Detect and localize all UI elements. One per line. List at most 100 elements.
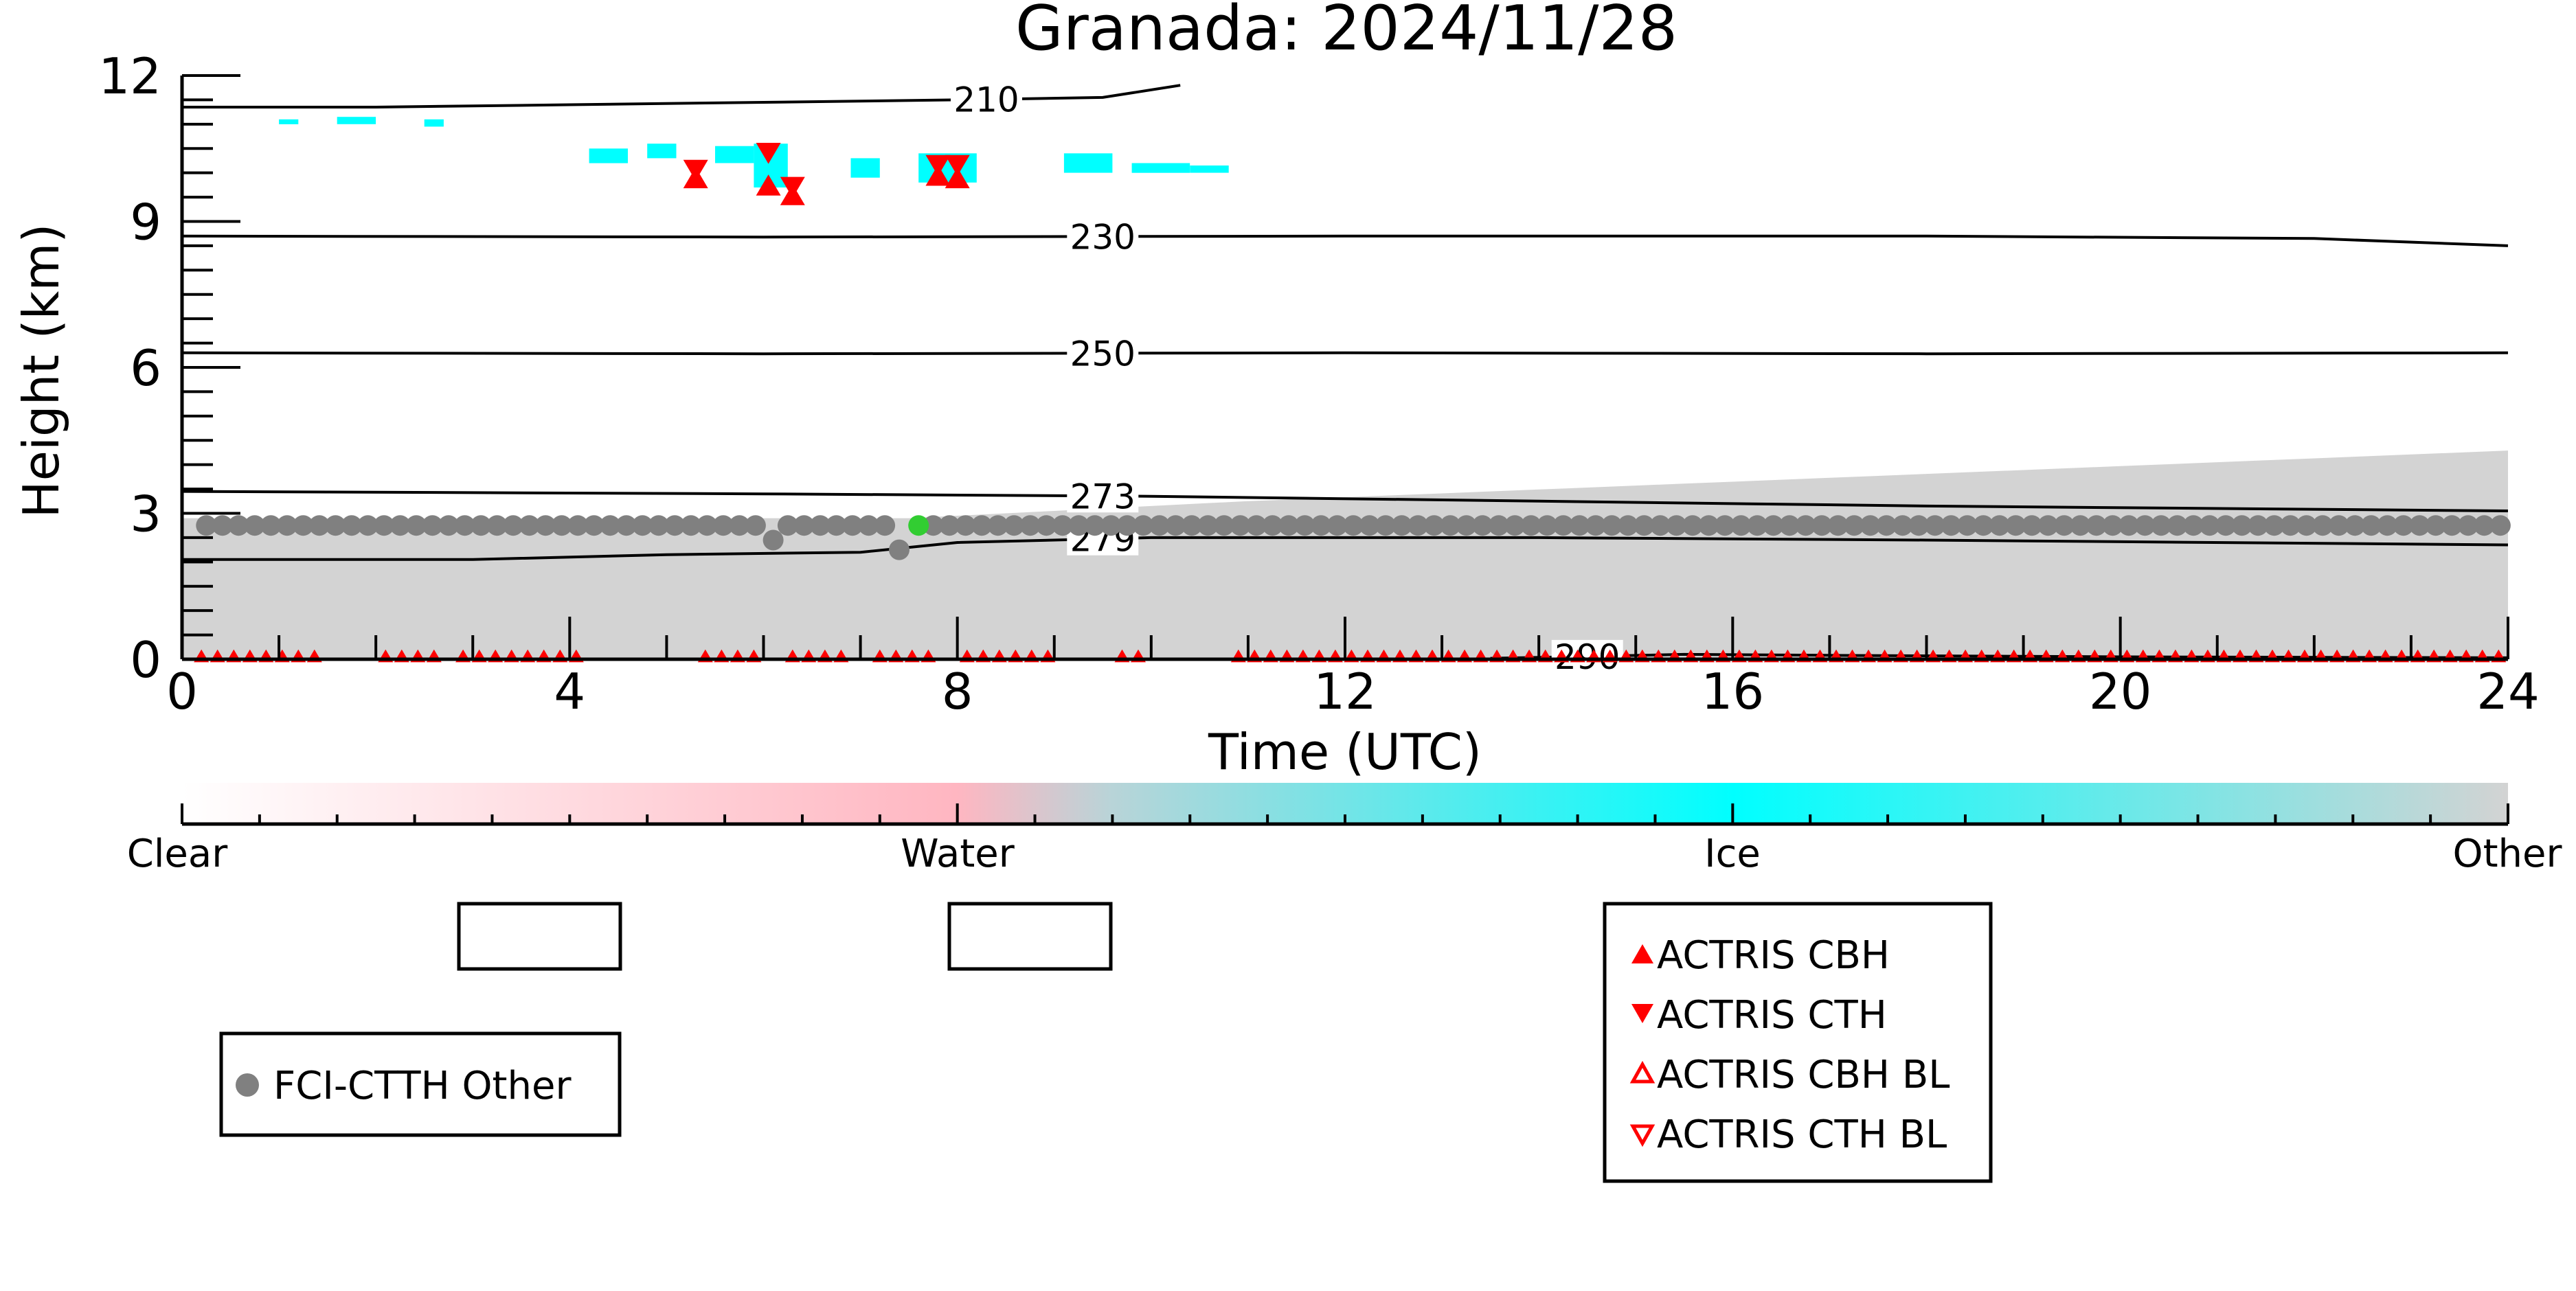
fci-other-point bbox=[1359, 515, 1380, 536]
fci-other-point bbox=[422, 515, 443, 536]
legend-actris-cth-marker bbox=[1631, 1004, 1653, 1023]
fci-other-point bbox=[1956, 515, 1978, 536]
fci-other-point bbox=[1181, 515, 1202, 536]
x-tick-label: 12 bbox=[1313, 663, 1377, 720]
fci-other-point bbox=[1827, 515, 1849, 536]
temperature-contour-230 bbox=[181, 234, 2509, 247]
fci-other-point bbox=[2167, 515, 2188, 536]
fci-other-point bbox=[1569, 515, 1590, 536]
fci-other-point bbox=[1747, 515, 1768, 536]
contour-label-250: 250 bbox=[1070, 334, 1136, 374]
y-tick-label: 9 bbox=[130, 194, 161, 251]
legend-box-empty-2 bbox=[947, 902, 1113, 971]
fci-other-point bbox=[2474, 515, 2495, 536]
fci-other-point bbox=[519, 515, 540, 536]
fci-other-point bbox=[212, 515, 233, 536]
contour-label-bg bbox=[950, 82, 1022, 116]
fci-other-point bbox=[567, 515, 589, 536]
fci-other-point bbox=[308, 515, 330, 536]
fci-other-point bbox=[1084, 515, 1105, 536]
fci-other-point bbox=[1408, 515, 1429, 536]
fci-other-point bbox=[1440, 515, 1461, 536]
colorbar-label-clear: Clear bbox=[127, 832, 228, 876]
fci-other-point bbox=[1537, 515, 1558, 536]
fci-other-point bbox=[1908, 515, 1930, 536]
legend-fci-other-marker bbox=[236, 1073, 259, 1097]
fci-other-point bbox=[1698, 515, 1719, 536]
fci-other-point bbox=[2360, 515, 2382, 536]
fci-other-point bbox=[244, 515, 265, 536]
fci-other-point bbox=[1520, 515, 1541, 536]
fci-other-point bbox=[745, 515, 766, 536]
fci-other-point bbox=[1941, 515, 1962, 536]
contour-label-273: 273 bbox=[1070, 477, 1136, 516]
fci-other-point bbox=[1811, 515, 1833, 536]
fci-other-point bbox=[2134, 515, 2156, 536]
fci-other-point bbox=[1634, 515, 1655, 536]
fci-other-point bbox=[2005, 515, 2026, 536]
fci-other-point bbox=[939, 515, 960, 536]
fci-other-point bbox=[858, 515, 879, 536]
fci-other-point bbox=[293, 515, 314, 536]
fci-other-point bbox=[1311, 515, 1332, 536]
ice-patch bbox=[279, 119, 299, 124]
fci-other-point bbox=[2070, 515, 2091, 536]
fci-other-point bbox=[341, 515, 362, 536]
fci-other-point bbox=[1100, 515, 1122, 536]
y-tick-label: 12 bbox=[98, 47, 161, 105]
actris-cth-point bbox=[756, 143, 781, 164]
temperature-contour-250 bbox=[181, 351, 2509, 356]
fci-other-point bbox=[1472, 515, 1493, 536]
contour-label-bg bbox=[1067, 220, 1139, 253]
fci-other-point bbox=[2215, 515, 2237, 536]
fci-other-point bbox=[2119, 515, 2139, 536]
fci-other-point bbox=[971, 515, 993, 536]
fci-other-point bbox=[2231, 515, 2252, 536]
fci-other-point bbox=[1165, 515, 1186, 536]
legend-actris-cbh-marker bbox=[1631, 944, 1653, 963]
ice-patch bbox=[1131, 163, 1190, 173]
x-tick-label: 16 bbox=[1702, 663, 1765, 720]
fci-other-point bbox=[1730, 515, 1752, 536]
chart-title: Granada: 2024/11/28 bbox=[1015, 0, 1677, 65]
contour-label-210: 210 bbox=[953, 80, 1019, 120]
fci-other-point bbox=[1197, 515, 1219, 536]
fci-other-point bbox=[664, 515, 686, 536]
fci-other-point bbox=[648, 515, 669, 536]
fci-other-point bbox=[1391, 515, 1412, 536]
contour-label-230: 230 bbox=[1070, 217, 1136, 257]
fci-other-point bbox=[1488, 515, 1509, 536]
fci-other-point bbox=[729, 515, 750, 536]
fci-other-point bbox=[1892, 515, 1913, 536]
ice-patch bbox=[1190, 165, 1229, 173]
actris-cth-point bbox=[945, 155, 970, 176]
y-axis-label: Height (km) bbox=[12, 224, 70, 518]
fci-other-point bbox=[2263, 515, 2285, 536]
fci-other-point bbox=[389, 515, 411, 536]
fci-other-point bbox=[1068, 515, 1089, 536]
legend-actris-cth-bl-marker bbox=[1629, 1124, 1656, 1147]
ice-patch bbox=[647, 144, 677, 159]
fci-other-point bbox=[1213, 515, 1234, 536]
fci-other-point bbox=[2425, 515, 2446, 536]
colorbar-label-other: Other bbox=[2452, 832, 2562, 876]
fci-other-point bbox=[615, 515, 637, 536]
fci-other-point bbox=[374, 515, 394, 536]
fci-other-point bbox=[1860, 515, 1881, 536]
fci-other-point bbox=[2183, 515, 2204, 536]
fci-other-point bbox=[1423, 515, 1445, 536]
fci-other-point bbox=[1649, 515, 1671, 536]
legend-actris-cbh-bl-marker bbox=[1629, 1060, 1656, 1084]
fci-other-point bbox=[276, 515, 297, 536]
fci-other-point bbox=[1343, 515, 1364, 536]
fci-other-point bbox=[1795, 515, 1816, 536]
fci-other-point bbox=[923, 515, 944, 536]
legend-fci-frame bbox=[219, 1031, 622, 1137]
fci-other-point bbox=[454, 515, 475, 536]
fci-other-point bbox=[1601, 515, 1623, 536]
fci-other-point bbox=[1989, 515, 2010, 536]
contour-label-bg bbox=[1067, 336, 1139, 370]
fci-other-point bbox=[1375, 515, 1397, 536]
legend-fci-other-label: FCI-CTTH Other bbox=[273, 1064, 572, 1108]
